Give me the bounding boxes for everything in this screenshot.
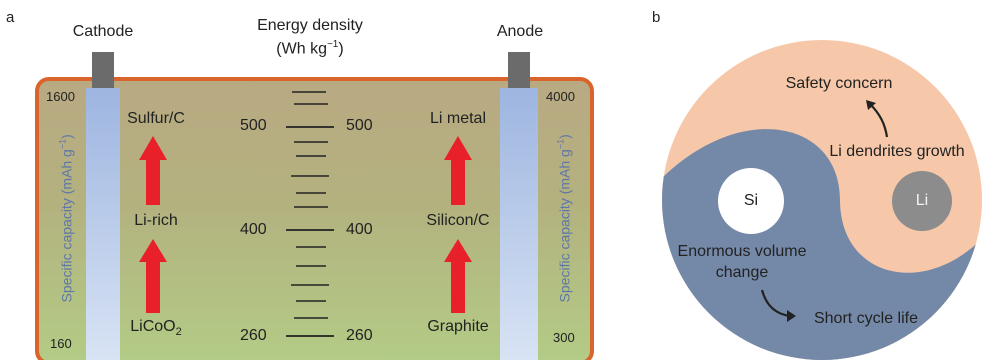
- energy-tick-400-right: 400: [346, 221, 373, 238]
- energy-tick-500-left: 500: [240, 117, 267, 134]
- anode-electrode: [500, 88, 538, 360]
- safety-concern-label: Safety concern: [785, 75, 893, 92]
- energy-tick-260-left: 260: [240, 327, 267, 344]
- volume-change-label: Enormous volume change: [672, 241, 812, 283]
- dendrite-arrow-head: [866, 100, 876, 110]
- yin-yang-diagram: [662, 40, 982, 360]
- cathode-terminal: [92, 52, 114, 90]
- li-dot: [892, 171, 952, 231]
- dendrite-arrow-line: [869, 103, 889, 138]
- anode-graphite: Graphite: [427, 318, 489, 335]
- energy-tick-260-right: 260: [346, 327, 373, 344]
- short-cycle-life-label: Short cycle life: [813, 310, 919, 327]
- anode-arrows: [444, 136, 472, 313]
- anode-li-metal: Li metal: [429, 110, 487, 127]
- cathode-arrow-lower: [139, 239, 167, 313]
- cathode-arrows: [139, 136, 167, 313]
- volume-change-line2: change: [715, 264, 769, 281]
- anode-capacity-max: 4000: [546, 89, 575, 104]
- panel-b-letter: b: [652, 9, 661, 26]
- cathode-electrode: [86, 88, 120, 360]
- si-label: Si: [743, 192, 759, 209]
- energy-density-title: Energy density (Wh kg−1): [225, 16, 395, 58]
- energy-scale: [286, 91, 334, 337]
- cathode-sulfur-c: Sulfur/C: [127, 110, 185, 127]
- cathode-capacity-max: 1600: [46, 89, 75, 104]
- energy-tick-400-left: 400: [240, 221, 267, 238]
- cathode-li-rich: Li-rich: [134, 212, 178, 229]
- energy-title-line2: (Wh kg−1): [276, 39, 344, 58]
- cathode-arrow-upper: [139, 136, 167, 205]
- anode-terminal: [508, 52, 530, 90]
- cathode-capacity-axis-label: Specific capacity (mAh g−1): [57, 134, 75, 303]
- battery-diagram: [35, 52, 594, 360]
- anode-arrow-lower: [444, 239, 472, 313]
- cycle-arrow-head: [787, 310, 796, 322]
- volume-change-line1: Enormous volume: [677, 243, 807, 260]
- anode-arrow-upper: [444, 136, 472, 205]
- panel-a-letter: a: [6, 9, 15, 26]
- cathode-label: Cathode: [72, 23, 134, 40]
- energy-tick-500-right: 500: [346, 117, 373, 134]
- energy-title-line1: Energy density: [257, 17, 363, 34]
- li-dendrites-label: Li dendrites growth: [829, 143, 965, 160]
- anode-silicon-c: Silicon/C: [426, 212, 490, 229]
- cathode-capacity-min: 160: [50, 336, 72, 351]
- anode-capacity-min: 300: [553, 330, 575, 345]
- li-label: Li: [915, 192, 929, 209]
- cathode-licoo2: LiCoO2: [130, 318, 182, 339]
- anode-capacity-axis-label: Specific capacity (mAh g−1): [555, 134, 573, 303]
- si-dot: [718, 168, 784, 234]
- cycle-arrow-line: [760, 289, 791, 318]
- anode-label: Anode: [496, 23, 544, 40]
